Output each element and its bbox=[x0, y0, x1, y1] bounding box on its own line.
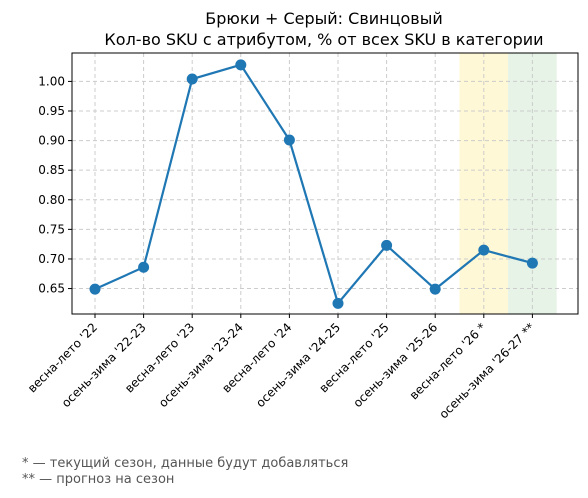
x-tick-label: осень-зима '24-25 bbox=[253, 320, 343, 410]
data-point bbox=[235, 59, 247, 71]
y-tick-label: 0.95 bbox=[38, 104, 65, 118]
data-point bbox=[89, 283, 101, 295]
data-point bbox=[186, 73, 198, 85]
y-tick-label: 0.90 bbox=[38, 134, 65, 148]
x-tick-label: осень-зима '23-24 bbox=[156, 320, 246, 410]
y-tick-label: 0.85 bbox=[38, 163, 65, 177]
x-tick-label: осень-зима '26-27 ** bbox=[436, 320, 537, 421]
y-tick-label: 0.75 bbox=[38, 222, 65, 236]
x-tick-label: осень-зима '22-23 bbox=[59, 320, 149, 410]
data-point bbox=[526, 257, 538, 269]
highlight-band bbox=[459, 53, 509, 314]
series-line bbox=[94, 63, 533, 306]
footnote-forecast: ** — прогноз на сезон bbox=[22, 472, 175, 487]
chart-title: Брюки + Серый: Свинцовый bbox=[205, 9, 443, 28]
y-tick-label: 1.00 bbox=[38, 74, 65, 88]
chart-subtitle: Кол-во SKU с атрибутом, % от всех SKU в … bbox=[104, 30, 543, 49]
plot-frame bbox=[71, 52, 579, 315]
footnote-current-season: * — текущий сезон, данные будут добавлят… bbox=[22, 456, 349, 471]
highlight-band bbox=[508, 53, 557, 314]
data-point bbox=[332, 297, 344, 309]
series-group bbox=[89, 59, 538, 309]
data-point bbox=[478, 244, 490, 256]
data-point bbox=[138, 261, 150, 273]
y-tick-label: 0.80 bbox=[38, 193, 65, 207]
data-point bbox=[381, 239, 393, 251]
x-tick-label: осень-зима '25-26 bbox=[350, 320, 440, 410]
grid-lines bbox=[72, 53, 578, 314]
data-point bbox=[283, 134, 295, 146]
y-tick-label: 0.65 bbox=[38, 282, 65, 296]
data-point bbox=[429, 283, 441, 295]
highlight-bands bbox=[459, 53, 557, 314]
y-tick-label: 0.70 bbox=[38, 252, 65, 266]
y-axis: 0.65 0.70 0.75 0.80 0.85 0.90 0.95 1.00 bbox=[38, 74, 72, 296]
